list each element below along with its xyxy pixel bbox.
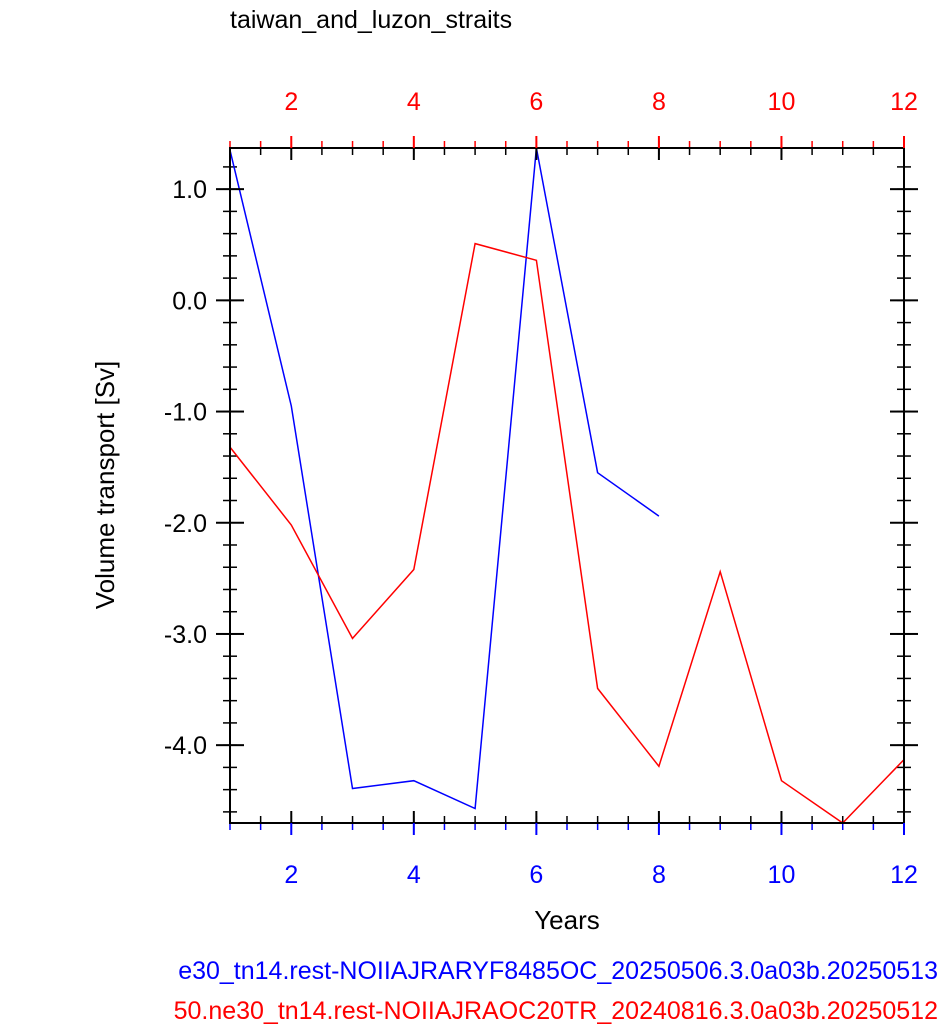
x-tick-label-top: 2 — [284, 88, 298, 116]
x-axis-label: Years — [534, 905, 600, 935]
series-line-1 — [229, 147, 660, 810]
x-tick-label-bottom: 12 — [890, 861, 918, 889]
legend-entry-2: 50.ne30_tn14.rest-NOIIAJRAOC20TR_2024081… — [174, 997, 938, 1025]
x-tick-label-top: 4 — [407, 88, 421, 116]
y-tick-label: -1.0 — [164, 399, 207, 427]
minor-ticks — [223, 141, 911, 830]
chart-title: taiwan_and_luzon_straits — [230, 6, 512, 34]
tick-labels: 2 4 6 8 10 12 2 4 6 8 10 12 1.0 0.0 -1.0 -2.0 -3.0 -4.0 — [164, 88, 918, 889]
y-tick-label: -2.0 — [164, 510, 207, 538]
series-layer — [229, 147, 905, 824]
plot-frame — [229, 147, 905, 824]
x-tick-label-top: 10 — [768, 88, 796, 116]
x-tick-label-bottom: 10 — [768, 861, 796, 889]
x-tick-label-bottom: 2 — [284, 861, 298, 889]
x-tick-label-bottom: 6 — [529, 861, 543, 889]
legend-entry-1: e30_tn14.rest-NOIIAJRARYF8485OC_20250506… — [178, 957, 938, 985]
x-tick-label-top: 6 — [529, 88, 543, 116]
y-axis-label: Volume transport [Sv] — [90, 361, 120, 610]
legend: e30_tn14.rest-NOIIAJRARYF8485OC_20250506… — [174, 957, 938, 1025]
series-line-2 — [229, 242, 905, 824]
y-tick-label: -4.0 — [164, 732, 207, 760]
x-tick-label-top: 8 — [652, 88, 666, 116]
y-tick-label: -3.0 — [164, 621, 207, 649]
major-ticks — [216, 136, 918, 835]
x-tick-label-bottom: 8 — [652, 861, 666, 889]
x-tick-label-top: 12 — [890, 88, 918, 116]
y-tick-label: 1.0 — [172, 176, 207, 204]
x-tick-label-bottom: 4 — [407, 861, 421, 889]
y-tick-label: 0.0 — [172, 287, 207, 315]
